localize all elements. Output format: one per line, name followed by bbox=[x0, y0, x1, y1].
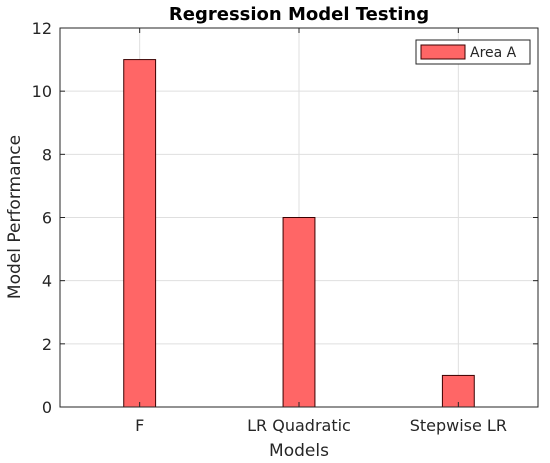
legend-swatch bbox=[420, 44, 466, 60]
bar-lr-quadratic bbox=[282, 217, 316, 408]
x-tick-label: Stepwise LR bbox=[410, 416, 507, 435]
y-tick-label: 10 bbox=[32, 82, 52, 101]
y-axis-ticks: 0 2 4 6 8 10 12 bbox=[32, 19, 538, 417]
y-tick-label: 4 bbox=[42, 272, 52, 291]
legend: Area A bbox=[415, 39, 531, 65]
y-tick-label: 8 bbox=[42, 145, 52, 164]
y-tick-label: 12 bbox=[32, 19, 52, 38]
y-tick-label: 6 bbox=[42, 209, 52, 228]
x-axis-title: Models bbox=[269, 441, 329, 461]
bars bbox=[123, 59, 475, 408]
chart-title: Regression Model Testing bbox=[169, 4, 429, 25]
y-tick-label: 2 bbox=[42, 335, 52, 354]
legend-label: Area A bbox=[470, 45, 517, 61]
bar-f bbox=[123, 59, 157, 408]
y-tick-label: 0 bbox=[42, 398, 52, 417]
x-tick-label: LR Quadratic bbox=[247, 416, 351, 435]
x-tick-label: F bbox=[135, 416, 144, 435]
bar-stepwise-lr bbox=[441, 374, 475, 408]
x-axis-ticks: F LR Quadratic Stepwise LR bbox=[135, 28, 507, 435]
y-axis-title: Model Performance bbox=[5, 135, 25, 299]
